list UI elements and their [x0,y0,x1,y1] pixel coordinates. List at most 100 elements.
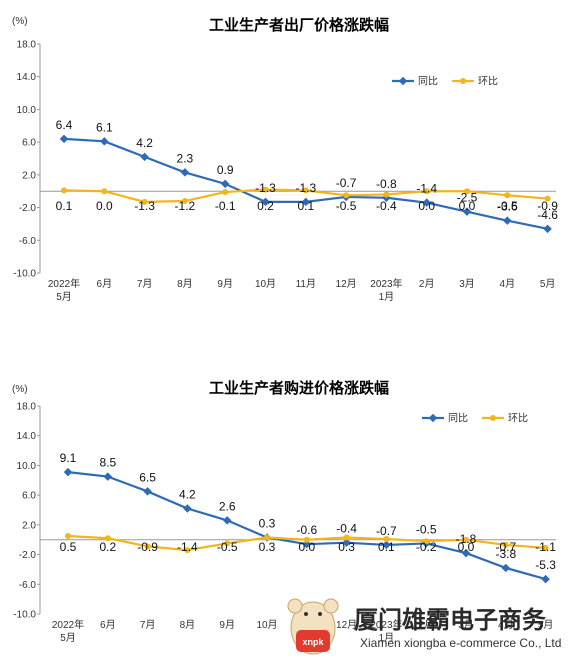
data-label: 6.4 [56,118,73,132]
data-point [542,544,549,551]
data-label: 8.5 [99,456,116,470]
data-point [180,168,190,177]
x-tick-label: 4月 [500,278,516,290]
data-label: -0.8 [376,177,397,191]
data-label: 0.3 [338,540,355,554]
x-tick-label: 9月 [217,278,233,290]
data-point [382,540,391,550]
x-tick-label: 2月 [418,619,434,631]
data-point [461,548,471,558]
x-tick-label: 3月 [458,619,474,631]
data-label: 0.0 [459,199,476,213]
data-point [343,192,350,199]
y-tick-label: 14.0 [17,72,37,83]
data-label: 0.3 [259,516,276,530]
company-name-en: Xiamen xiongba e-commerce Co., Ltd [360,636,562,650]
data-point [504,192,511,199]
y-tick-label: -2.0 [19,550,37,561]
company-name-cn: 厦门雄霸电子商务 [354,606,546,634]
legend-swatch-marker [490,415,496,421]
y-tick-label: -6.0 [19,580,37,591]
legend-label: 同比 [418,76,438,88]
x-tick-label: 2023年 [370,618,402,631]
data-label: -1.8 [456,532,477,546]
data-point [541,574,550,584]
data-label: -0.9 [137,540,158,554]
y-tick-label: -10.0 [13,610,36,621]
x-tick-label: 5月 [538,619,554,631]
y-tick-label: 6.0 [22,138,36,149]
data-point [65,533,71,539]
data-label: -0.5 [497,199,518,213]
data-label: -2.5 [457,191,478,205]
data-label: -1.3 [134,199,155,213]
legend-swatch-marker [460,78,466,84]
legend-label: 环比 [478,76,498,88]
x-tick-label: 10月 [255,278,276,290]
data-point [501,563,511,573]
x-tick-label: 3月 [459,278,475,290]
data-label: -0.7 [376,524,397,538]
legend-swatch-marker [428,413,438,423]
y-tick-label: -10.0 [13,269,36,280]
x-tick-label: 11月 [296,278,316,290]
x-tick-label: 7月 [140,619,156,631]
data-label: 0.1 [378,540,395,554]
data-label: 2.3 [177,151,194,165]
data-label: -0.5 [217,540,238,554]
x-tick-label: 1月 [379,632,395,644]
x-tick-label: 9月 [219,619,235,631]
data-label: -0.7 [336,176,357,190]
data-label: -5.3 [535,558,556,572]
x-tick-label: 12月 [336,278,357,290]
data-label: -1.3 [255,181,276,195]
x-tick-label: 2022年 [52,618,84,631]
data-point [264,534,270,541]
data-point [302,187,309,194]
data-label: -3.8 [495,547,516,561]
data-label: -0.5 [336,199,357,213]
data-label: -0.1 [215,199,236,213]
data-point [301,197,311,207]
data-label: 2.6 [219,499,236,513]
x-tick-label: 6月 [100,619,116,631]
data-label: -0.2 [416,540,437,554]
data-point [222,189,229,196]
y-tick-label: 14.0 [17,431,37,442]
data-point [63,467,73,477]
x-tick-label: 2022年 [48,277,80,290]
ppi-purchase-chart: 工业生产者购进价格涨跌幅 (%) 18.0 14.0 10.0 6.0 2.0 -2.0 -6.… [12,379,556,644]
data-point [423,188,430,195]
legend-swatch-marker [398,76,408,86]
data-point [220,179,230,189]
data-point [343,534,350,541]
data-label: -0.7 [495,540,516,554]
data-point [262,186,269,193]
data-point [462,207,472,216]
mascot-text: xnpk [302,637,324,647]
data-point [140,152,149,162]
data-point [143,487,152,496]
data-point [303,536,310,543]
x-tick-label: 10月 [256,619,277,631]
chart-title: 工业生产者购进价格涨跌幅 [209,379,389,397]
data-label: -4.6 [537,208,558,222]
data-point [183,504,192,513]
legend-label: 同比 [448,413,468,425]
data-point [463,536,469,543]
y-axis-unit: (%) [12,16,28,27]
data-point [383,535,390,542]
data-label: 0.0 [418,199,435,213]
data-point [383,191,390,198]
data-label: -1.3 [295,181,316,195]
y-tick-label: 10.0 [17,105,37,116]
data-label: -0.5 [416,522,437,536]
data-label: 6.5 [139,470,156,484]
data-label: 4.2 [179,488,196,502]
ppi-ex-factory-chart: 工业生产者出厂价格涨跌幅 (%) 18.0 14.0 10.0 6.0 2.0 -2.0 -6.… [12,16,558,303]
x-tick-label: 2月 [419,278,435,290]
y-tick-label: -2.0 [19,203,37,214]
data-point [101,188,108,195]
data-label: 0.1 [56,199,73,213]
y-tick-label: 2.0 [22,170,36,181]
